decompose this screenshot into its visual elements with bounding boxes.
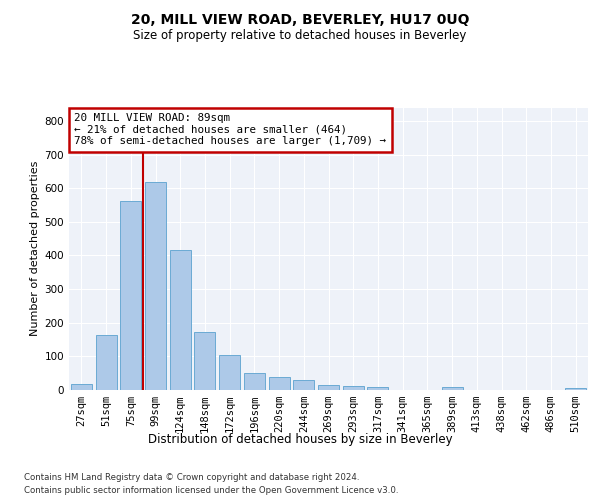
Bar [71, 384, 92, 390]
Text: Distribution of detached houses by size in Beverley: Distribution of detached houses by size … [148, 432, 452, 446]
Bar [318, 385, 339, 390]
Text: 20 MILL VIEW ROAD: 89sqm
← 21% of detached houses are smaller (464)
78% of semi-: 20 MILL VIEW ROAD: 89sqm ← 21% of detach… [74, 113, 386, 146]
Bar [565, 388, 586, 390]
Y-axis label: Number of detached properties: Number of detached properties [31, 161, 40, 336]
Text: Contains HM Land Registry data © Crown copyright and database right 2024.: Contains HM Land Registry data © Crown c… [24, 472, 359, 482]
Bar [95, 334, 116, 390]
Bar [269, 377, 290, 390]
Bar [120, 201, 141, 390]
Bar [145, 182, 166, 390]
Bar [194, 332, 215, 390]
Bar [293, 380, 314, 390]
Bar [244, 373, 265, 390]
Bar [367, 386, 388, 390]
Text: Contains public sector information licensed under the Open Government Licence v3: Contains public sector information licen… [24, 486, 398, 495]
Text: 20, MILL VIEW ROAD, BEVERLEY, HU17 0UQ: 20, MILL VIEW ROAD, BEVERLEY, HU17 0UQ [131, 12, 469, 26]
Bar [343, 386, 364, 390]
Bar [219, 355, 240, 390]
Text: Size of property relative to detached houses in Beverley: Size of property relative to detached ho… [133, 29, 467, 42]
Bar [170, 250, 191, 390]
Bar [442, 388, 463, 390]
